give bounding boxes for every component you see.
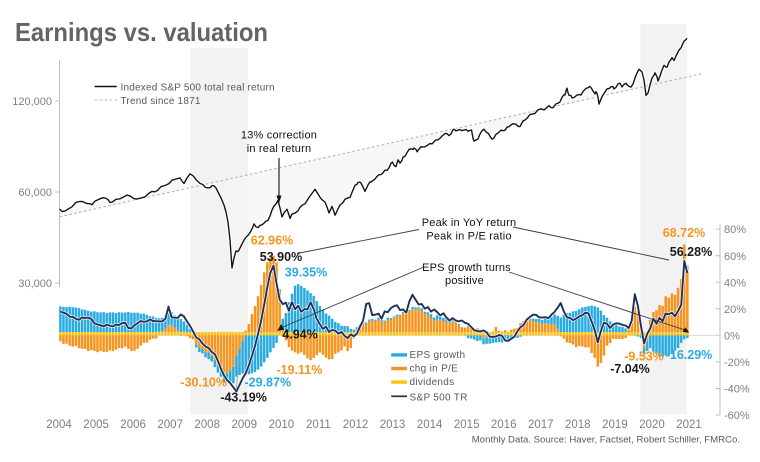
svg-text:2014: 2014 [417, 419, 443, 431]
svg-text:2021: 2021 [676, 419, 702, 431]
svg-text:68.72%: 68.72% [663, 226, 705, 240]
svg-text:0%: 0% [724, 330, 740, 342]
svg-text:2016: 2016 [491, 419, 517, 431]
svg-text:-29.87%: -29.87% [245, 376, 292, 390]
svg-text:56.28%: 56.28% [670, 245, 712, 259]
svg-text:Trend since 1871: Trend since 1871 [121, 96, 201, 107]
svg-text:80%: 80% [724, 224, 746, 236]
svg-text:chg in P/E: chg in P/E [410, 364, 459, 375]
svg-text:2007: 2007 [157, 419, 183, 431]
svg-text:dividends: dividends [410, 377, 455, 388]
svg-text:2012: 2012 [343, 419, 369, 431]
svg-text:2020: 2020 [639, 419, 665, 431]
svg-text:2006: 2006 [120, 419, 146, 431]
svg-text:60%: 60% [724, 251, 746, 263]
svg-text:62.96%: 62.96% [251, 234, 293, 248]
svg-text:positive: positive [445, 275, 484, 287]
svg-text:S&P 500 TR: S&P 500 TR [410, 392, 468, 403]
svg-text:-16.29%: -16.29% [666, 348, 713, 362]
svg-text:-40%: -40% [724, 384, 750, 396]
svg-text:2009: 2009 [232, 419, 258, 431]
svg-text:Indexed S&P 500 total real ret: Indexed S&P 500 total real return [121, 83, 275, 94]
svg-text:20%: 20% [724, 304, 746, 316]
svg-text:40%: 40% [724, 277, 746, 289]
svg-text:Earnings vs. valuation: Earnings vs. valuation [15, 17, 268, 47]
svg-text:Peak in P/E ratio: Peak in P/E ratio [426, 231, 511, 243]
svg-text:2019: 2019 [602, 419, 628, 431]
svg-text:-20%: -20% [724, 357, 750, 369]
svg-text:-19.11%: -19.11% [276, 363, 322, 377]
svg-text:2005: 2005 [83, 419, 109, 431]
svg-text:2010: 2010 [269, 419, 295, 431]
svg-text:2017: 2017 [528, 419, 554, 431]
svg-text:2018: 2018 [565, 419, 591, 431]
svg-text:2008: 2008 [194, 419, 220, 431]
svg-text:-43.19%: -43.19% [220, 391, 267, 405]
svg-text:53.90%: 53.90% [260, 250, 302, 264]
svg-text:2013: 2013 [380, 419, 406, 431]
svg-text:2004: 2004 [46, 419, 72, 431]
svg-text:-30.10%: -30.10% [180, 376, 227, 390]
svg-text:in real return: in real return [247, 143, 312, 155]
svg-text:39.35%: 39.35% [285, 266, 327, 280]
svg-text:60,000: 60,000 [18, 187, 52, 199]
svg-text:2015: 2015 [454, 419, 480, 431]
svg-text:2011: 2011 [306, 419, 331, 431]
svg-text:-7.04%: -7.04% [610, 362, 650, 376]
svg-text:EPS growth turns: EPS growth turns [422, 262, 511, 274]
svg-text:Monthly Data. Source: Haver, F: Monthly Data. Source: Haver, Factset, Ro… [472, 435, 740, 446]
svg-text:Peak in YoY return: Peak in YoY return [422, 217, 517, 229]
svg-text:-60%: -60% [724, 410, 750, 422]
svg-text:30,000: 30,000 [18, 278, 52, 290]
svg-text:13% correction: 13% correction [241, 130, 317, 142]
svg-text:4.94%: 4.94% [282, 328, 317, 342]
svg-text:EPS growth: EPS growth [410, 350, 466, 361]
svg-text:120,000: 120,000 [12, 96, 52, 108]
